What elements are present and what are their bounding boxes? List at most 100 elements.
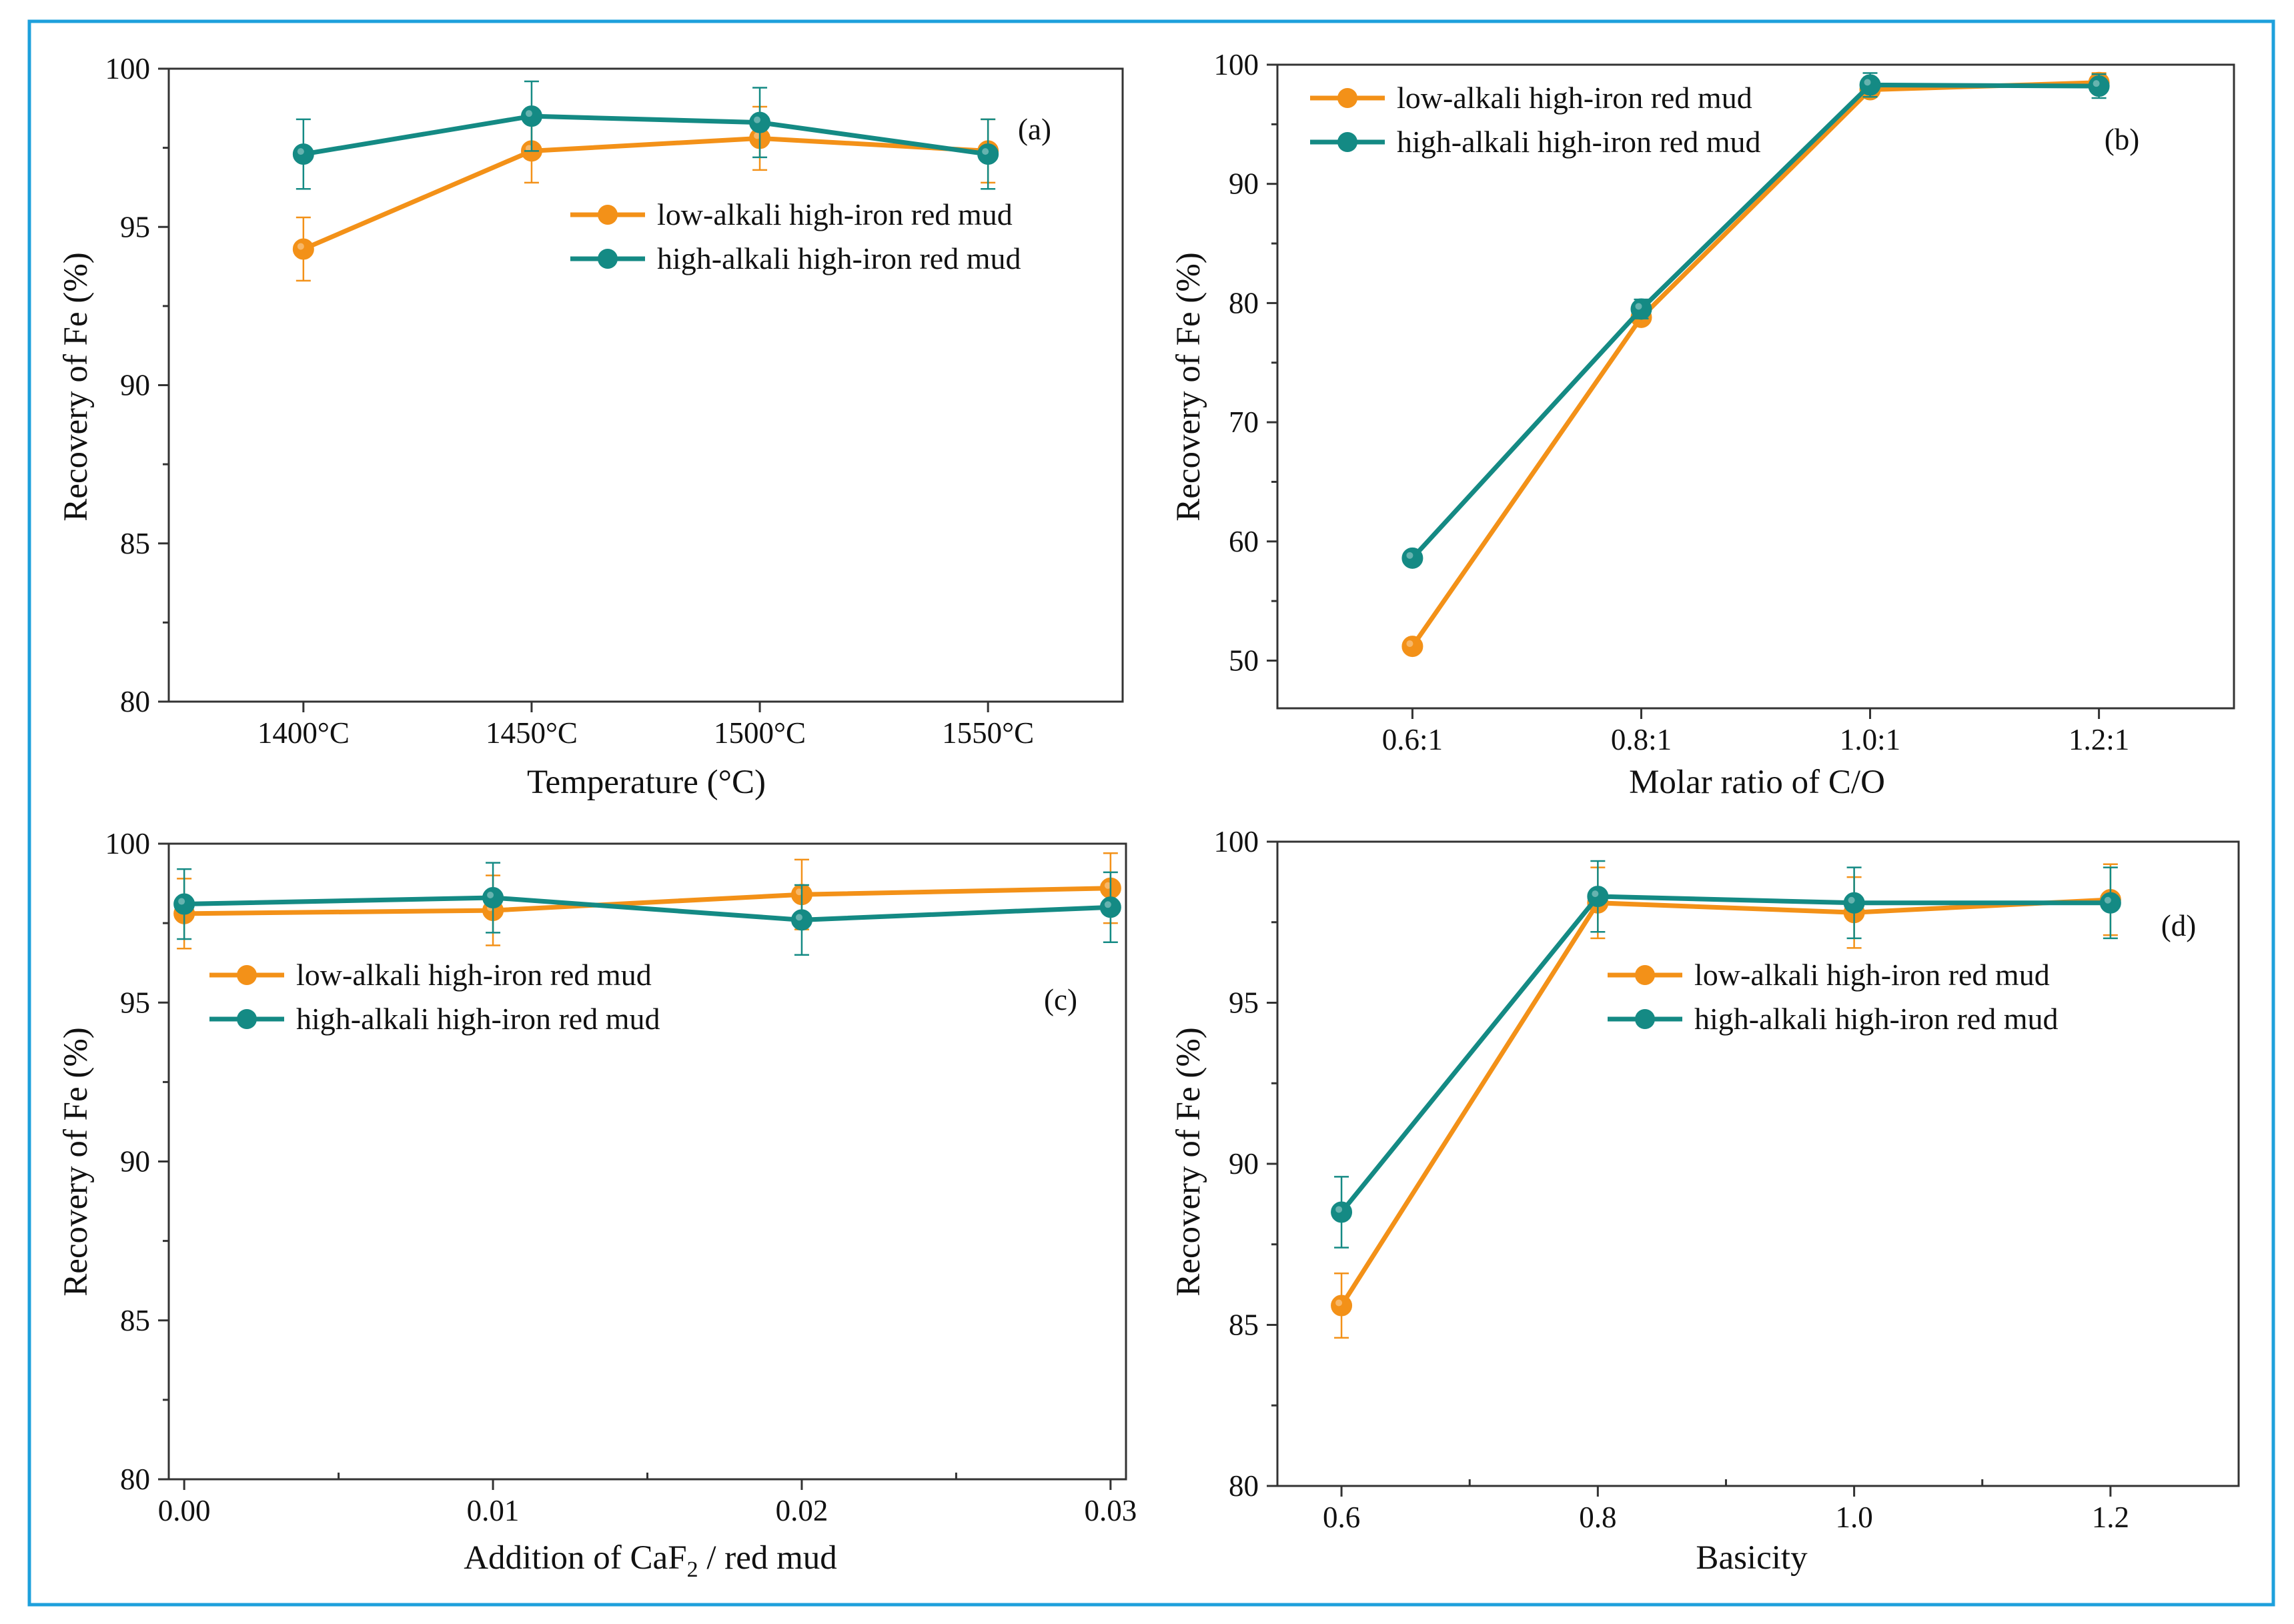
panel-d-data-point-high [1587, 886, 1609, 908]
panel-d-y-tick-label: 85 [1229, 1309, 1259, 1342]
panel-a-data-point-high [977, 143, 999, 165]
panel-b-series-line-low [1410, 80, 2099, 648]
panel-a-data-point-highlight [982, 148, 989, 155]
panel-a: (a) Temperature (°C) Recovery of Fe (%) … [57, 52, 1124, 801]
panel-d-data-point-highlight [1848, 896, 1855, 904]
panel-a-legend-marker-high [598, 249, 618, 269]
figure-border [27, 19, 2275, 1607]
panel-d-x-tick-label: 0.6 [1323, 1501, 1360, 1534]
panel-a-data-point-highlight [525, 145, 532, 152]
panel-c-axes [167, 842, 1127, 1481]
panel-b-x-tick-label: 1.0:1 [1840, 723, 1900, 756]
panel-a-y-axis-title: Recovery of Fe (%) [57, 252, 95, 522]
panel-b-data-point-highlight [1406, 552, 1413, 559]
panel-c-x-axis-title-tail: / red mud [698, 1539, 837, 1577]
panel-d-data-point-high [1843, 892, 1865, 914]
panel-c-legend-label-high: high-alkali high-iron red mud [296, 1002, 660, 1036]
panel-c-data-point-high [482, 887, 504, 909]
panel-c-data-point-high [173, 893, 195, 915]
panel-b-legend-marker-high [1337, 132, 1357, 152]
panel-a-x-tick-label: 1500°C [714, 716, 806, 750]
panel-d-tag: (d) [2161, 909, 2196, 942]
panel-b-data-point-low [1401, 636, 1423, 658]
panel-c-y-tick-label: 95 [120, 986, 150, 1019]
panel-a-legend-label-low: low-alkali high-iron red mud [657, 197, 1013, 231]
panel-b-data-point-high [2088, 75, 2110, 97]
panel-d-data-point-highlight [1335, 1299, 1343, 1307]
panel-c-data-point-high [1099, 896, 1121, 918]
panel-d-y-tick-label: 100 [1214, 825, 1259, 858]
panel-a-x-axis-title: Temperature (°C) [527, 764, 766, 801]
panel-b-tag: (b) [2105, 123, 2139, 156]
panel-c: (c) Addition of CaF2 / red mud Recovery … [57, 827, 1137, 1582]
panel-a-data-point-highlight [525, 110, 532, 117]
panel-c-x-tick-label: 0.02 [776, 1494, 828, 1527]
panel-a-x-tick-label: 1450°C [486, 716, 578, 750]
panel-b-y-tick-label: 60 [1229, 525, 1259, 558]
panel-c-x-tick-label: 0.03 [1084, 1494, 1137, 1527]
panel-d-y-axis-title: Recovery of Fe (%) [1170, 1027, 1207, 1297]
panel-b-axes [1276, 63, 2235, 710]
panel-c-data-point-highlight [1104, 901, 1111, 908]
panel-a-data-point-highlight [754, 116, 761, 123]
panel-a-tag: (a) [1018, 113, 1051, 146]
panel-c-data-point-high [790, 909, 812, 931]
panel-d-data-point-high [1331, 1201, 1353, 1223]
panel-c-data-point-highlight [178, 898, 185, 905]
panel-c-x-tick-label: 0.00 [158, 1494, 211, 1527]
panel-b-y-tick-label: 50 [1229, 644, 1259, 678]
panel-b-data-point-high [1630, 298, 1652, 320]
panel-d-legend-label-low: low-alkali high-iron red mud [1694, 958, 2050, 992]
panel-a-legend-label-high: high-alkali high-iron red mud [657, 241, 1021, 275]
panel-a-y-tick-label: 85 [120, 527, 150, 560]
panel-c-data-point-highlight [795, 914, 802, 921]
panel-c-x-axis-title: Addition of CaF2 / red mud [464, 1539, 837, 1582]
panel-b-y-tick-label: 70 [1229, 405, 1259, 439]
panel-d-axes [1276, 840, 2240, 1487]
panel-b-x-tick-label: 1.2:1 [2069, 723, 2129, 756]
panel-b-y-tick-label: 90 [1229, 167, 1259, 201]
panel-d-data-point-low [1331, 1295, 1353, 1317]
panel-d-legend-label-high: high-alkali high-iron red mud [1694, 1002, 2059, 1036]
panel-a-y-tick-label: 95 [120, 210, 150, 243]
panel-a-series-line-low [302, 135, 989, 251]
panel-d-series-line-high [1339, 894, 2111, 1214]
panel-b-data-point-highlight [1864, 79, 1871, 86]
panel-a-series-line-high [303, 113, 989, 157]
panel-b-data-point-highlight [1406, 640, 1413, 648]
panel-d-x-axis-title: Basicity [1696, 1539, 1808, 1577]
panel-d-data-point-highlight [1335, 1206, 1343, 1213]
panel-b-data-point-high [1859, 74, 1881, 96]
panel-a-y-tick-label: 90 [120, 369, 150, 402]
panel-b-y-tick-label: 80 [1229, 286, 1259, 319]
panel-c-x-axis-title-main: Addition of CaF [464, 1539, 686, 1577]
panel-d-y-tick-label: 80 [1229, 1469, 1259, 1503]
panel-c-data-point-highlight [1104, 882, 1111, 889]
panel-d-x-tick-label: 0.8 [1579, 1501, 1616, 1534]
panel-b-legend-marker-low [1337, 88, 1357, 108]
panel-d-legend-marker-low [1635, 965, 1655, 985]
panel-c-legend-label-low: low-alkali high-iron red mud [296, 958, 652, 992]
panel-a-data-point-high [520, 105, 542, 127]
panel-c-x-tick-label: 0.01 [467, 1494, 520, 1527]
panel-a-legend-marker-low [598, 205, 618, 225]
panel-a-y-tick-label: 100 [105, 52, 151, 85]
panel-d-legend-marker-high [1635, 1009, 1655, 1029]
panel-c-data-point-highlight [487, 892, 494, 899]
panel-d-data-point-high [2099, 892, 2121, 914]
panel-a-y-tick-label: 80 [120, 685, 150, 718]
panel-b-x-axis-title: Molar ratio of C/O [1629, 764, 1885, 801]
panel-b-series-line-high [1410, 82, 2099, 560]
panel-b-data-point-highlight [1635, 303, 1642, 310]
panel-a-data-point-highlight [754, 132, 761, 139]
panel-a-x-tick-label: 1550°C [942, 716, 1034, 750]
panel-c-y-tick-label: 85 [120, 1304, 150, 1337]
panel-b-x-tick-label: 0.8:1 [1611, 723, 1672, 756]
panel-c-tag: (c) [1044, 983, 1077, 1016]
panel-c-x-axis-title-subscript: 2 [687, 1557, 698, 1582]
panel-b-data-point-highlight [2093, 80, 2100, 87]
panel-b-y-axis-title: Recovery of Fe (%) [1170, 252, 1207, 522]
panel-b-y-tick-label: 100 [1214, 48, 1259, 81]
panel-c-legend-marker-low [237, 965, 257, 985]
